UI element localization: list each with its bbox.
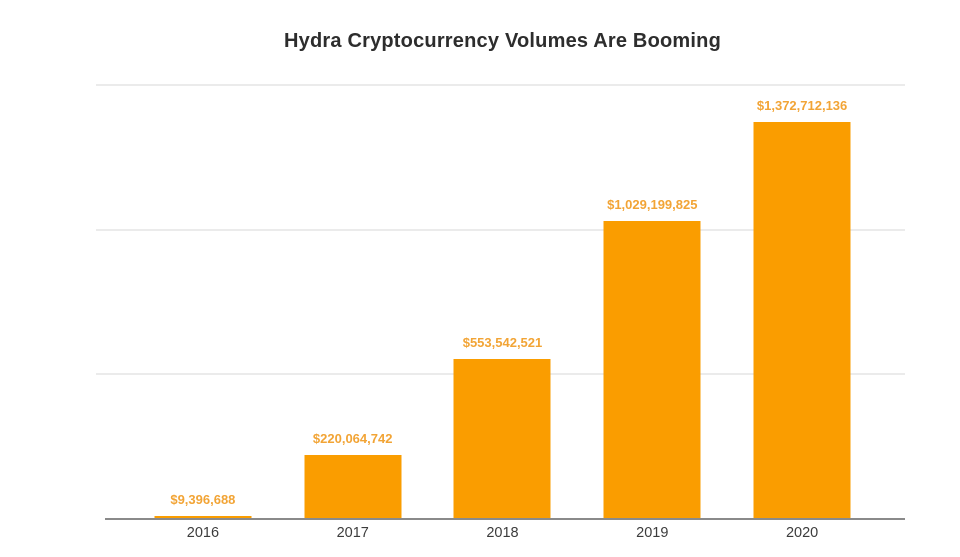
bar-2020 [753,121,851,519]
x-tick-label-2018: 2018 [486,525,519,541]
value-label-2020: $1,372,712,136 [756,97,848,113]
bar-slot-2020: $1,372,712,136 [727,85,877,519]
x-tick-label-2016: 2016 [186,525,220,541]
bar-slot-2017: $220,064,742 [278,85,428,519]
bar-2016 [154,516,252,519]
chart-title: Hydra Cryptocurrency Volumes Are Booming [284,30,721,52]
bars-row: $9,396,688 $220,064,742 $553,542,521 $1,029… [128,85,877,519]
value-label-2017: $220,064,742 [312,431,393,447]
bar-slot-2016: $9,396,688 [128,85,278,519]
x-axis-line [105,518,905,520]
gridline-1 [96,228,905,231]
value-label-2018: $553,542,521 [462,334,543,350]
value-label-2016: $9,396,688 [170,492,236,508]
bar-2017 [304,455,402,519]
x-tick-label-2017: 2017 [336,525,369,541]
bar-2019 [603,221,701,519]
x-tick-label-2019: 2019 [636,525,669,541]
gridline-2 [96,84,905,86]
bar-slot-2018: $553,542,521 [428,85,578,519]
bar-2018 [453,358,551,519]
bar-slot-2019: $1,029,199,825 [577,85,727,519]
x-axis-labels: 2016 2017 2018 2019 2020 [128,525,877,541]
plot-area: $9,396,688 $220,064,742 $553,542,521 $1,029… [96,84,905,520]
x-tick-label-2020: 2020 [785,525,819,541]
value-label-2019: $1,029,199,825 [607,197,698,213]
